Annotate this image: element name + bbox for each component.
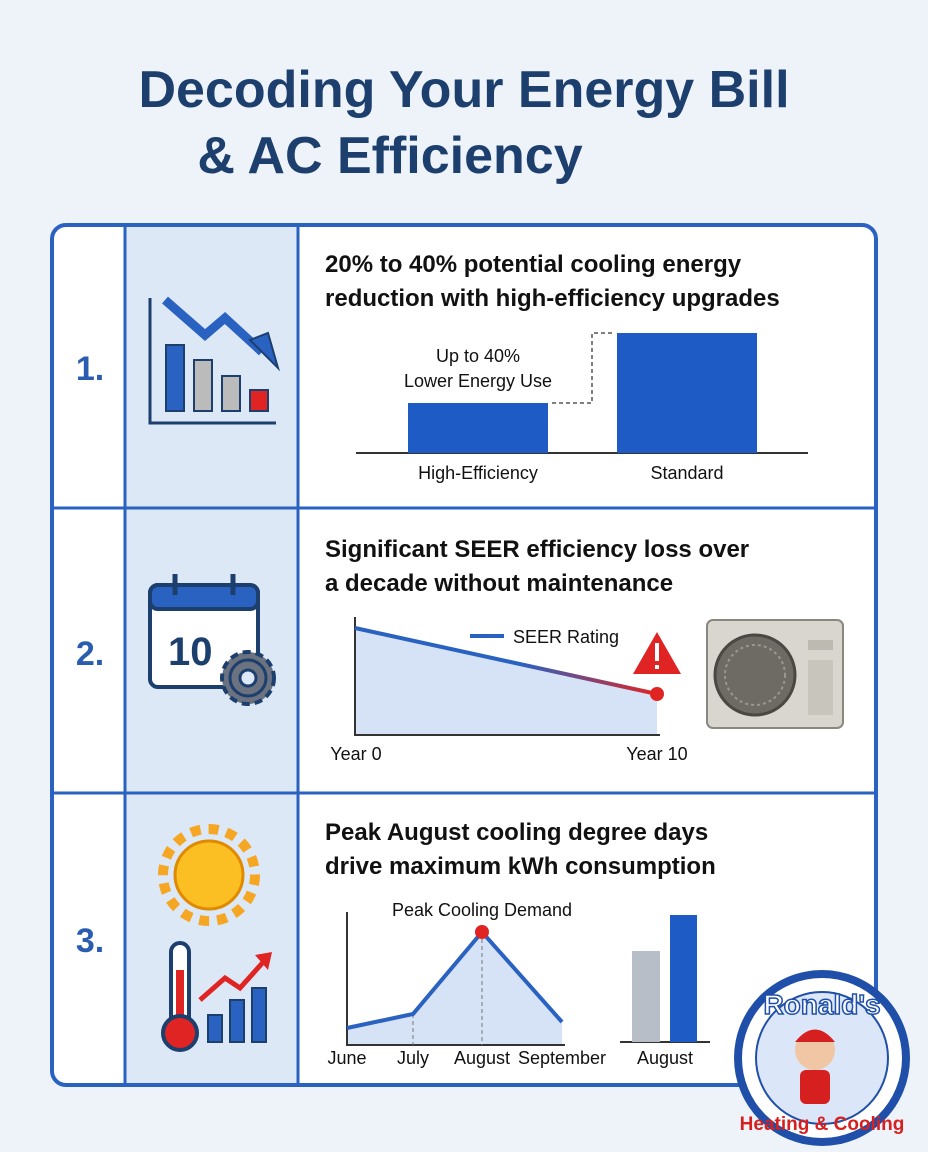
axis-label: July [397,1048,429,1068]
icon-chart-down [148,296,281,425]
row-heading: Peak August cooling degree days [325,819,708,846]
row-number: 1. [76,350,104,388]
ac-unit [706,619,844,729]
row-number: 3. [76,922,104,960]
row-heading: Significant SEER efficiency loss over [325,536,749,563]
line-illustration [354,617,681,736]
axis-label: Year 0 [330,744,381,764]
logo: Ronald's Heating & Cooling [734,970,910,1146]
axis-label: High-Efficiency [418,463,538,483]
row-heading: 20% to 40% potential cooling energy [325,251,742,278]
icon-calendar: 10 [148,574,276,706]
legend-label: SEER Rating [513,627,619,647]
axis-label: June [327,1048,366,1068]
annotation: Peak Cooling Demand [392,900,572,920]
axis-label: Year 10 [626,744,687,764]
svg-text:10: 10 [168,630,213,674]
row-heading: reduction with high-efficiency upgrades [325,285,780,312]
logo-tagline: Heating & Cooling [740,1114,905,1135]
row-heading: a decade without maintenance [325,570,673,597]
row-number: 2. [76,635,104,673]
line-illustration [346,912,710,1046]
axis-label: September [518,1048,606,1068]
annotation: Lower Energy Use [404,371,552,391]
title-line: Decoding Your Energy Bill [138,61,789,119]
axis-label: Standard [650,463,723,483]
annotation: Up to 40% [436,346,520,366]
axis-label: August [637,1048,693,1068]
title-line: & AC Efficiency [197,127,582,185]
icon-sun-thermometer [158,824,272,1052]
bar-illustration [356,332,808,454]
axis-label: August [454,1048,510,1068]
row-heading: drive maximum kWh consumption [325,853,716,880]
logo-name: Ronald's [763,989,880,1020]
